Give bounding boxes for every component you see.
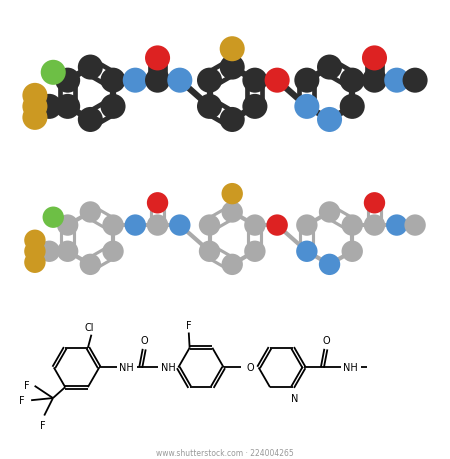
Circle shape [80,202,101,223]
Circle shape [244,215,266,236]
Circle shape [364,215,385,236]
Circle shape [24,252,45,274]
Circle shape [40,61,66,86]
Circle shape [220,56,245,80]
Text: NH: NH [161,363,176,373]
Circle shape [147,193,168,214]
Circle shape [22,106,47,131]
Circle shape [342,241,363,263]
Text: NH: NH [343,363,358,373]
Circle shape [220,108,245,133]
Circle shape [123,68,148,94]
Circle shape [199,241,220,263]
Circle shape [340,68,365,94]
Circle shape [317,56,342,80]
Circle shape [55,95,80,120]
Text: O: O [246,363,254,373]
Circle shape [80,254,101,275]
Circle shape [145,68,170,94]
Circle shape [102,241,124,263]
Text: O: O [322,336,330,346]
Text: O: O [140,336,148,346]
Circle shape [362,46,387,71]
Circle shape [265,68,290,94]
Text: F: F [186,320,192,330]
Text: F: F [19,395,24,405]
Circle shape [24,241,45,263]
Circle shape [167,68,192,94]
Circle shape [145,46,170,71]
Circle shape [199,215,220,236]
Text: www.shutterstock.com · 224004265: www.shutterstock.com · 224004265 [156,448,294,457]
Circle shape [57,241,78,263]
Circle shape [125,215,146,236]
Circle shape [296,215,318,236]
Circle shape [78,56,103,80]
Circle shape [220,37,245,62]
Circle shape [317,108,342,133]
Circle shape [244,241,266,263]
Circle shape [100,95,126,120]
Circle shape [78,108,103,133]
Circle shape [197,95,222,120]
Circle shape [403,68,428,94]
Circle shape [169,215,190,236]
Circle shape [221,202,243,223]
Circle shape [386,215,407,236]
Circle shape [22,95,47,120]
Circle shape [147,215,168,236]
Circle shape [22,84,47,109]
Circle shape [243,95,267,120]
Circle shape [221,184,243,205]
Circle shape [294,68,320,94]
Circle shape [43,207,64,229]
Circle shape [266,215,288,236]
Circle shape [340,95,365,120]
Circle shape [24,230,45,252]
Circle shape [100,68,126,94]
Circle shape [221,254,243,275]
Circle shape [384,68,410,94]
Circle shape [57,215,78,236]
Circle shape [364,193,385,214]
Circle shape [362,68,387,94]
Circle shape [294,95,320,120]
Text: F: F [40,420,46,430]
Circle shape [55,68,80,94]
Text: Cl: Cl [85,322,94,332]
Circle shape [39,241,60,263]
Circle shape [296,241,318,263]
Circle shape [319,202,340,223]
Circle shape [37,95,62,120]
Text: N: N [291,393,298,403]
Circle shape [342,215,363,236]
Circle shape [405,215,426,236]
Text: NH: NH [119,363,134,373]
Circle shape [319,254,340,275]
Circle shape [243,68,267,94]
Text: F: F [24,380,30,390]
Circle shape [197,68,222,94]
Circle shape [102,215,124,236]
